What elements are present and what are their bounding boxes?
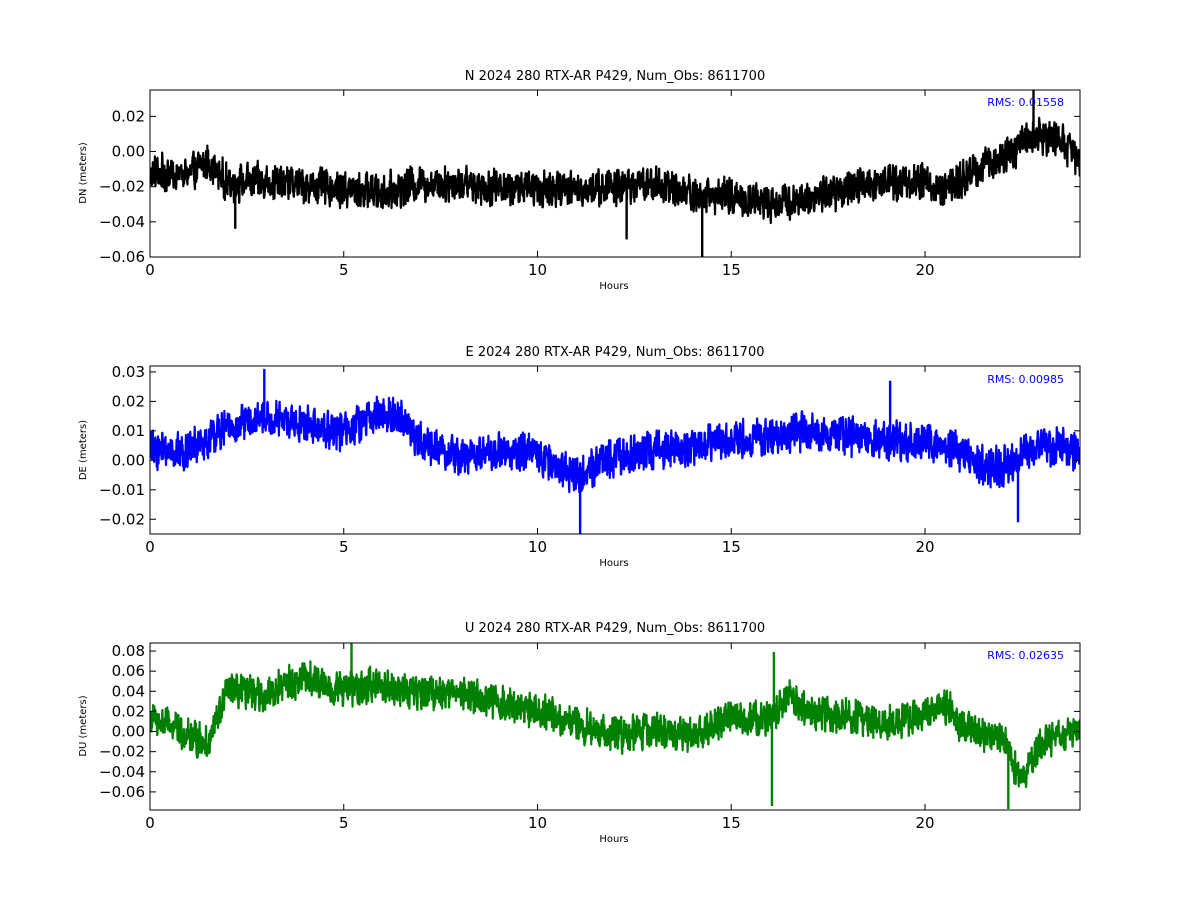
panel-up-ylabel: DU (meters) [78, 695, 89, 756]
plot-frame-up [149, 642, 1081, 811]
panel-up-rms: RMS: 0.02635 [987, 649, 1064, 662]
plot-frame-north [149, 89, 1081, 258]
y-tick-label-up: 0.02 [112, 702, 145, 720]
y-tick-label-up: 0.00 [112, 723, 145, 741]
x-tick-label-up: 10 [528, 814, 547, 832]
panel-north-xlabel: Hours [599, 281, 628, 292]
y-tick-label-north: −0.02 [99, 178, 145, 196]
x-tick-label-north: 5 [339, 261, 349, 279]
series-line-up [150, 660, 1080, 789]
panel-east-xlabel: Hours [599, 558, 628, 569]
panel-east-plot: 0 5 10 15 20 0.03 0.02 0.01 0.00 −0.01 −0.02 [99, 363, 1081, 556]
panel-up-plot: 0 5 10 15 20 0.08 0.06 0.04 0.02 0.00 −0.02 −0.04 −0… [99, 642, 1081, 832]
y-tick-label-up: −0.02 [99, 743, 145, 761]
panel-north: N 2024 280 RTX-AR P429, Num_Obs: 8611700… [78, 69, 1081, 292]
y-tick-label-up: 0.04 [112, 682, 145, 700]
panel-up-title: U 2024 280 RTX-AR P429, Num_Obs: 8611700 [465, 621, 765, 636]
panel-up-xlabel: Hours [599, 834, 628, 845]
y-tick-label-east: −0.02 [99, 510, 145, 528]
y-tick-label-east: 0.03 [112, 363, 145, 381]
y-tick-label-east: 0.00 [112, 451, 145, 469]
x-tick-label-north: 20 [915, 261, 934, 279]
series-line-north [150, 116, 1080, 225]
x-tick-label-east: 20 [915, 538, 934, 556]
x-tick-label-up: 20 [915, 814, 934, 832]
x-tick-label-east: 0 [145, 538, 155, 556]
y-tick-label-east: −0.01 [99, 481, 145, 499]
x-tick-label-north: 0 [145, 261, 155, 279]
y-tick-label-up: 0.08 [112, 642, 145, 660]
x-tick-label-east: 15 [722, 538, 741, 556]
panel-east-title: E 2024 280 RTX-AR P429, Num_Obs: 8611700 [466, 345, 765, 360]
x-tick-label-up: 15 [722, 814, 741, 832]
panel-up: U 2024 280 RTX-AR P429, Num_Obs: 8611700… [78, 621, 1081, 845]
x-tick-label-up: 0 [145, 814, 155, 832]
y-tick-label-north: 0.00 [112, 143, 145, 161]
y-tick-label-north: −0.04 [99, 213, 145, 231]
panel-north-rms: RMS: 0.01558 [987, 96, 1064, 109]
panel-north-ylabel: DN (meters) [78, 142, 89, 204]
x-tick-label-north: 15 [722, 261, 741, 279]
y-tick-label-up: 0.06 [112, 662, 145, 680]
panel-east-rms: RMS: 0.00985 [987, 373, 1064, 386]
x-tick-label-north: 10 [528, 261, 547, 279]
panel-north-title: N 2024 280 RTX-AR P429, Num_Obs: 8611700 [465, 69, 765, 84]
plot-frame-east [149, 365, 1081, 535]
y-tick-label-east: 0.02 [112, 392, 145, 410]
y-tick-label-east: 0.01 [112, 422, 145, 440]
panel-east-ylabel: DE (meters) [78, 420, 89, 480]
y-tick-label-up: −0.04 [99, 763, 145, 781]
panel-east: E 2024 280 RTX-AR P429, Num_Obs: 8611700… [78, 345, 1081, 569]
x-tick-label-up: 5 [339, 814, 349, 832]
series-line-east [150, 395, 1080, 494]
x-tick-label-east: 10 [528, 538, 547, 556]
y-tick-label-up: −0.06 [99, 783, 145, 801]
y-tick-label-north: 0.02 [112, 107, 145, 125]
panel-north-plot: 0 5 10 15 20 0.02 0.00 −0.02 −0.04 −0.06 [99, 89, 1081, 279]
y-tick-label-north: −0.06 [99, 248, 145, 266]
x-tick-label-east: 5 [339, 538, 349, 556]
